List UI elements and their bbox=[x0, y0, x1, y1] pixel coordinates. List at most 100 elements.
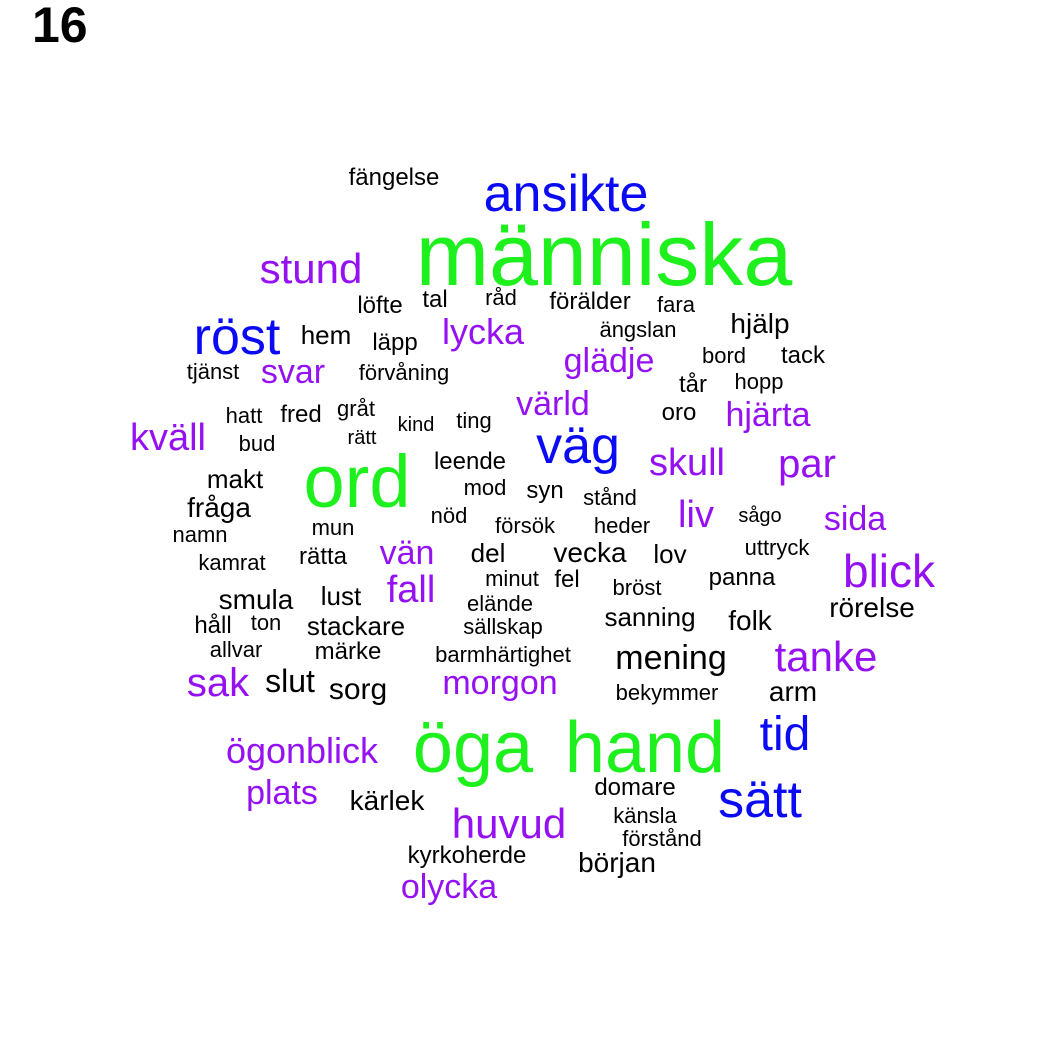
word-tjanst: tjänst bbox=[186, 359, 240, 384]
word-folk: folk bbox=[728, 605, 772, 636]
word-mening: mening bbox=[615, 639, 727, 677]
word-mun: mun bbox=[311, 515, 355, 540]
word-tid: tid bbox=[759, 708, 811, 761]
word-karlek: kärlek bbox=[349, 785, 425, 816]
word-gladje: glädje bbox=[563, 342, 655, 380]
word-sanning: sanning bbox=[604, 602, 696, 632]
word-fara: fara bbox=[657, 292, 695, 317]
word-rad: råd bbox=[485, 285, 517, 310]
word-kamrat: kamrat bbox=[198, 550, 266, 575]
word-sallskap: sällskap bbox=[463, 614, 543, 639]
word-ansikte: ansikte bbox=[483, 165, 649, 223]
word-bord: bord bbox=[701, 343, 747, 368]
word-fel: fel bbox=[554, 566, 580, 593]
word-blick: blick bbox=[842, 545, 936, 597]
word-hall: håll bbox=[194, 612, 232, 639]
word-forvaning: förvåning bbox=[358, 360, 450, 385]
word-liv: liv bbox=[678, 494, 714, 536]
word-ton: ton bbox=[250, 610, 282, 635]
word-fangelse: fängelse bbox=[348, 164, 440, 191]
word-varld: värld bbox=[516, 385, 590, 423]
word-fred: fred bbox=[280, 401, 322, 428]
word-foralder: förälder bbox=[549, 288, 631, 315]
word-domare: domare bbox=[594, 774, 676, 801]
word-bekymmer: bekymmer bbox=[615, 680, 719, 705]
word-stackare: stackare bbox=[306, 611, 406, 641]
word-bud: bud bbox=[238, 431, 276, 456]
word-lapp: läpp bbox=[372, 329, 418, 356]
word-stund: stund bbox=[259, 245, 363, 292]
word-hjarta: hjärta bbox=[725, 396, 811, 434]
word-elande: elände bbox=[466, 591, 534, 616]
word-forstand: förstånd bbox=[622, 826, 702, 851]
word-kind: kind bbox=[397, 414, 435, 436]
word-hatt: hatt bbox=[225, 403, 263, 428]
word-fraga: fråga bbox=[187, 492, 251, 523]
word-ting: ting bbox=[456, 408, 492, 433]
word-leende: leende bbox=[433, 448, 507, 475]
word-minut: minut bbox=[485, 566, 539, 591]
word-namn: namn bbox=[172, 522, 228, 547]
word-hem: hem bbox=[300, 320, 352, 350]
word-mod: mod bbox=[463, 475, 507, 500]
word-lofte: löfte bbox=[357, 292, 403, 319]
word-ogonblick: ögonblick bbox=[225, 730, 379, 771]
word-stand: stånd bbox=[583, 485, 637, 510]
word-sida: sida bbox=[823, 500, 887, 538]
word-hopp: hopp bbox=[734, 369, 784, 394]
word-hand: hand bbox=[564, 708, 726, 788]
word-lov: lov bbox=[653, 539, 687, 569]
word-sago: sågo bbox=[738, 505, 782, 527]
word-marke: märke bbox=[314, 638, 382, 665]
word-ratta: rätta bbox=[298, 543, 348, 570]
word-van: vän bbox=[379, 534, 435, 572]
word-uttryck: uttryck bbox=[744, 535, 810, 560]
word-lycka: lycka bbox=[441, 311, 525, 352]
word-vecka: vecka bbox=[553, 537, 627, 568]
word-svar: svar bbox=[260, 353, 326, 391]
word-kvall: kväll bbox=[129, 417, 207, 459]
page-number: 16 bbox=[32, 0, 88, 53]
word-forsok: försök bbox=[495, 513, 555, 538]
word-ratt: rätt bbox=[347, 427, 377, 449]
word-kansla: känsla bbox=[613, 803, 677, 828]
word-angslan: ängslan bbox=[599, 317, 677, 342]
word-rorelse: rörelse bbox=[829, 592, 915, 623]
word-smula: smula bbox=[218, 584, 294, 615]
word-borjan: början bbox=[578, 847, 656, 878]
word-par: par bbox=[778, 442, 836, 486]
word-manniska: människa bbox=[415, 205, 793, 304]
word-olycka: olycka bbox=[400, 868, 498, 906]
word-morgon: morgon bbox=[442, 664, 558, 702]
word-barmhartighet: barmhärtighet bbox=[435, 642, 571, 667]
word-tanke: tanke bbox=[774, 633, 878, 680]
word-rost: röst bbox=[193, 308, 281, 366]
word-allvar: allvar bbox=[209, 637, 263, 662]
word-oro: oro bbox=[661, 399, 697, 426]
word-tack: tack bbox=[780, 342, 826, 369]
word-del: del bbox=[470, 538, 506, 568]
word-skull: skull bbox=[648, 442, 726, 484]
word-syn: syn bbox=[526, 477, 564, 504]
word-oga: öga bbox=[412, 708, 534, 788]
word-plats: plats bbox=[246, 774, 318, 812]
word-brost: bröst bbox=[612, 575, 662, 600]
word-satt: sätt bbox=[718, 771, 802, 829]
word-kyrkoherde: kyrkoherde bbox=[407, 842, 527, 869]
word-sorg: sorg bbox=[328, 673, 388, 706]
word-grat: gråt bbox=[337, 396, 375, 421]
word-lust: lust bbox=[320, 581, 362, 611]
word-huvud: huvud bbox=[451, 800, 567, 847]
word-heder: heder bbox=[593, 513, 651, 538]
word-vag: väg bbox=[536, 417, 620, 475]
word-sak: sak bbox=[186, 661, 250, 705]
word-fall: fall bbox=[386, 569, 436, 611]
word-ord: ord bbox=[303, 440, 411, 523]
word-tal: tal bbox=[422, 286, 448, 313]
word-panna: panna bbox=[708, 564, 776, 591]
word-tar: tår bbox=[678, 371, 708, 398]
word-hjalp: hjälp bbox=[730, 308, 790, 339]
word-makt: makt bbox=[206, 464, 264, 494]
word-nod: nöd bbox=[430, 503, 468, 528]
